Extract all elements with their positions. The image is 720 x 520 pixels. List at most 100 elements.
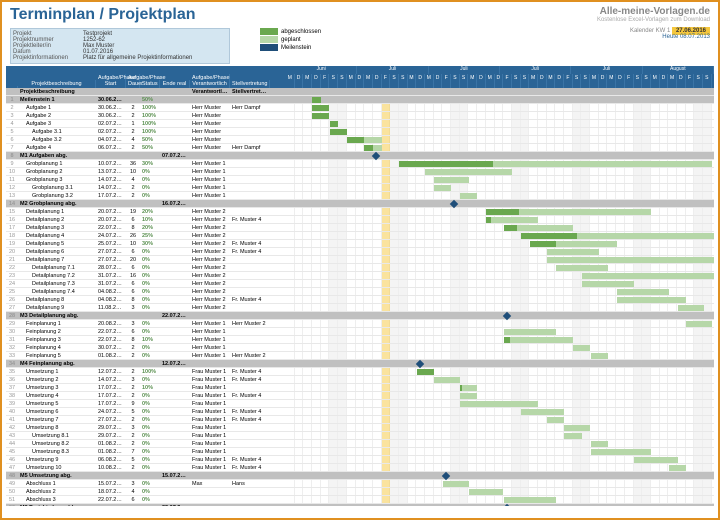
gantt-row[interactable] [286, 464, 714, 472]
responsible[interactable]: Frau Muster 1 [190, 409, 230, 415]
task-name[interactable]: Meilenstein 1 [18, 97, 96, 103]
start-date[interactable]: 17.07.2016 [96, 385, 126, 391]
start-date[interactable]: 04.07.2016 [96, 137, 126, 143]
start-date[interactable]: 27.07.2016 [96, 417, 126, 423]
gantt-bar-done[interactable] [521, 233, 578, 239]
duration[interactable]: 16 [126, 273, 140, 279]
start-date[interactable]: 30.07.2016 [96, 345, 126, 351]
deputy[interactable]: Fr. Muster 4 [230, 241, 270, 247]
task-name[interactable]: Detailplanung 5 [18, 241, 96, 247]
gantt-row[interactable] [286, 384, 714, 392]
start-date[interactable]: 14.07.2016 [96, 377, 126, 383]
start-date[interactable]: 27.07.2016 [96, 257, 126, 263]
start-date[interactable]: 24.07.2016 [96, 409, 126, 415]
deputy[interactable]: Fr. Muster 4 [230, 297, 270, 303]
milestone-diamond[interactable] [415, 360, 423, 368]
status-pct[interactable]: 0% [140, 305, 160, 311]
status-pct[interactable]: 50% [140, 97, 160, 103]
gantt-row[interactable] [286, 288, 714, 296]
task-name[interactable]: Umsetzung 4 [18, 393, 96, 399]
responsible[interactable]: Herr Muster 2 [190, 233, 230, 239]
status-pct[interactable]: 0% [140, 433, 160, 439]
gantt-row[interactable] [286, 488, 714, 496]
start-date[interactable]: 24.07.2016 [96, 233, 126, 239]
gantt-bar-planned[interactable] [591, 353, 608, 359]
status-pct[interactable]: 0% [140, 169, 160, 175]
milestone-row[interactable]: 8 M1 Aufgaben abg. 07.07.2016 [6, 152, 286, 160]
status-pct[interactable]: 0% [140, 177, 160, 183]
responsible[interactable]: Herr Muster 2 [190, 225, 230, 231]
duration[interactable]: 6 [126, 281, 140, 287]
duration[interactable]: 4 [126, 489, 140, 495]
gantt-bar-planned[interactable] [556, 265, 608, 271]
gantt-row[interactable] [286, 472, 714, 480]
start-date[interactable]: 12.07.2016 [96, 369, 126, 375]
gantt-row[interactable] [286, 304, 714, 312]
status-pct[interactable]: 0% [140, 481, 160, 487]
duration[interactable]: 10 [126, 169, 140, 175]
gantt-bar-planned[interactable] [564, 433, 581, 439]
milestone-diamond[interactable] [441, 472, 449, 480]
responsible[interactable]: Herr Muster 2 [190, 265, 230, 271]
start-date[interactable]: 17.07.2016 [96, 393, 126, 399]
responsible[interactable]: Herr Muster 2 [190, 305, 230, 311]
gantt-row[interactable] [286, 328, 714, 336]
gantt-row[interactable] [286, 192, 714, 200]
task-row[interactable]: 24 Detailplanung 7.3 31.07.2016 6 0% Her… [6, 280, 286, 288]
task-row[interactable]: 39 Umsetzung 5 17.07.2016 9 0% Frau Must… [6, 400, 286, 408]
task-row[interactable]: 50 Abschluss 2 18.07.2016 4 0% [6, 488, 286, 496]
duration[interactable]: 2 [126, 385, 140, 391]
task-row[interactable]: 19 Detailplanung 5 25.07.2016 10 30% Her… [6, 240, 286, 248]
duration[interactable]: 8 [126, 297, 140, 303]
gantt-bar-planned[interactable] [547, 417, 564, 423]
task-row[interactable]: 21 Detailplanung 7 27.07.2016 20 0% Herr… [6, 256, 286, 264]
status-pct[interactable]: 20% [140, 209, 160, 215]
task-row[interactable]: 35 Umsetzung 1 12.07.2016 2 100% Frau Mu… [6, 368, 286, 376]
gantt-bar-done[interactable] [504, 225, 518, 231]
responsible[interactable]: Herr Muster [190, 129, 230, 135]
task-row[interactable]: 31 Feinplanung 3 22.07.2016 8 10% Herr M… [6, 336, 286, 344]
duration[interactable]: 6 [126, 289, 140, 295]
status-pct[interactable]: 25% [140, 233, 160, 239]
gantt-bar-planned[interactable] [460, 401, 538, 407]
task-name[interactable]: Grobplanung 3.1 [18, 185, 96, 191]
responsible[interactable]: Frau Muster 1 [190, 377, 230, 383]
duration[interactable]: 2 [126, 465, 140, 471]
duration[interactable]: 3 [126, 425, 140, 431]
gantt-row[interactable] [286, 168, 714, 176]
task-name[interactable]: Feinplanung 5 [18, 353, 96, 359]
duration[interactable]: 3 [126, 305, 140, 311]
gantt-bar-done[interactable] [530, 241, 556, 247]
duration[interactable]: 1 [126, 121, 140, 127]
task-name[interactable]: Grobplanung 3.2 [18, 193, 96, 199]
gantt-bar-planned[interactable] [547, 257, 714, 263]
duration[interactable]: 2 [126, 129, 140, 135]
gantt-row[interactable] [286, 456, 714, 464]
status-pct[interactable]: 0% [140, 441, 160, 447]
duration[interactable]: 2 [126, 369, 140, 375]
task-name[interactable]: Detailplanung 7.3 [18, 281, 96, 287]
gantt-row[interactable] [286, 296, 714, 304]
gantt-row[interactable] [286, 88, 714, 96]
gantt-row[interactable] [286, 112, 714, 120]
responsible[interactable]: Herr Muster 1 [190, 329, 230, 335]
start-date[interactable]: 02.07.2016 [96, 121, 126, 127]
status-pct[interactable]: 0% [140, 289, 160, 295]
milestone-row[interactable]: 34 M4 Feinplanung abg. 12.07.2016 [6, 360, 286, 368]
task-row[interactable]: 47 Umsetzung 10 10.08.2016 2 0% Frau Mus… [6, 464, 286, 472]
milestone-row[interactable]: 48 M5 Umsetzung abg. 15.07.2016 [6, 472, 286, 480]
start-date[interactable]: 18.07.2016 [96, 489, 126, 495]
gantt-row[interactable] [286, 96, 714, 104]
status-pct[interactable]: 0% [140, 449, 160, 455]
gantt-bar-done[interactable] [486, 217, 491, 223]
task-row[interactable]: 40 Umsetzung 6 24.07.2016 5 0% Frau Must… [6, 408, 286, 416]
gantt-bar-done[interactable] [330, 121, 339, 127]
start-date[interactable]: 20.07.2016 [96, 217, 126, 223]
start-date[interactable]: 29.07.2016 [96, 433, 126, 439]
duration[interactable]: 4 [126, 177, 140, 183]
gantt-bar-planned[interactable] [582, 281, 634, 287]
milestone-diamond[interactable] [450, 200, 458, 208]
duration[interactable]: 7 [126, 449, 140, 455]
gantt-bar-planned[interactable] [547, 249, 599, 255]
gantt-row[interactable] [286, 336, 714, 344]
